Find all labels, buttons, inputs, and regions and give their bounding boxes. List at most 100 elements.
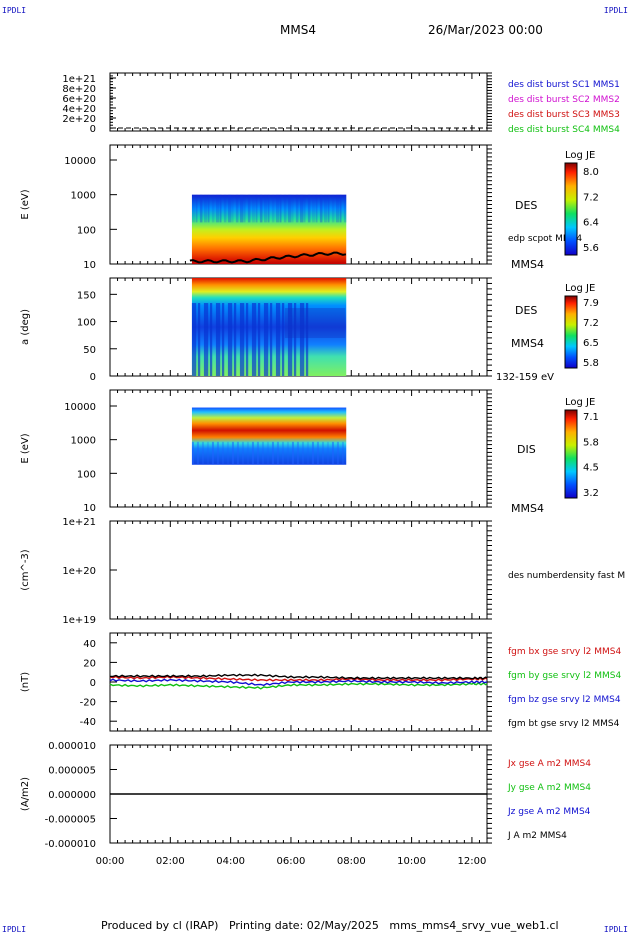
fgm-series-line (109, 675, 488, 682)
spectrogram-texture (287, 194, 292, 223)
spectrogram-texture (243, 194, 246, 223)
colorbar-tick-label: 6.4 (583, 218, 599, 229)
spectrogram-texture (199, 194, 203, 223)
corner-mark-bottom-right: IPDLI (603, 925, 628, 934)
y-tick-label: 6e+20 (62, 94, 96, 105)
y-axis-label: (nT) (20, 672, 31, 692)
spectrogram-texture (327, 194, 330, 223)
spectrogram-texture (211, 194, 215, 223)
spectrogram-texture (323, 194, 328, 223)
dis-energy-spectrogram (191, 407, 347, 465)
instrument-label: DIS (517, 443, 536, 456)
spectrogram-texture (307, 194, 311, 223)
spectrogram-texture (195, 194, 198, 223)
y-tick-label: 10000 (64, 156, 96, 167)
spectrogram-texture (226, 441, 229, 465)
pitch-streak (233, 303, 237, 376)
y-tick-label: -20 (80, 698, 96, 709)
pitch-streak (227, 303, 233, 376)
spectrogram-texture (311, 194, 316, 223)
y-tick-label: 1e+21 (62, 517, 96, 528)
spectrogram-texture (236, 441, 239, 465)
colorbar-tick-label: 3.2 (583, 488, 599, 499)
spectrogram-texture (275, 194, 280, 223)
spectrogram-texture (241, 441, 244, 465)
y-tick-label: 10 (83, 260, 96, 271)
y-tick-label: 1e+19 (62, 615, 96, 626)
y-tick-label: 8e+20 (62, 84, 96, 95)
spectrogram-texture (335, 194, 340, 223)
spectrogram-texture (331, 441, 334, 465)
colorbar-tick-label: 7.2 (583, 318, 599, 329)
colorbar-title: Log JE (565, 397, 595, 408)
x-tick-label: 12:00 (458, 856, 487, 867)
y-tick-label: -0.000010 (45, 839, 96, 850)
legend-entry: fgm bt gse srvy l2 MMS4 (508, 719, 620, 729)
colorbar-title: Log JE (565, 150, 595, 161)
scpot-legend-label: edp scpot MMS4 (508, 234, 582, 244)
spectrogram-texture (291, 194, 294, 223)
footer-credits: Produced by cl (IRAP) Printing date: 02/… (101, 919, 559, 932)
spectrogram-texture (263, 194, 268, 223)
spectrogram-texture (207, 194, 210, 223)
y-tick-label: -0.000005 (45, 815, 96, 826)
y-tick-label: 1000 (71, 191, 96, 202)
colorbar (564, 295, 578, 369)
x-tick-label: 10:00 (397, 856, 426, 867)
spectrogram-texture (191, 194, 196, 223)
colorbar-title: Log JE (565, 283, 595, 294)
fgm-series-line (110, 673, 488, 680)
y-tick-label: 20 (83, 658, 96, 669)
y-tick-label: 0.000005 (48, 766, 96, 777)
colorbar-tick-label: 7.2 (583, 192, 599, 203)
spectrogram-texture (336, 441, 339, 465)
legend-entry: des dist burst SC2 MMS2 (508, 95, 620, 105)
spectrogram-texture (286, 441, 289, 465)
pitch-streak (203, 303, 209, 376)
colorbar (564, 409, 578, 499)
pitch-streak (191, 303, 197, 376)
spectrogram-texture (279, 194, 282, 223)
legend-entry: des dist burst SC4 MMS4 (508, 125, 620, 135)
spectrogram-texture (235, 194, 239, 223)
spectrogram-texture (239, 194, 244, 223)
spectrogram-texture (271, 441, 274, 465)
spectrogram-texture (216, 441, 219, 465)
energy-range-label: 132-159 eV (496, 372, 554, 383)
y-tick-label: 100 (77, 469, 96, 480)
y-tick-label: -40 (80, 717, 96, 728)
spectrogram-texture (221, 441, 224, 465)
date-title: 26/Mar/2023 00:00 (428, 23, 543, 37)
y-tick-label: 10000 (64, 402, 96, 413)
pitch-streak (209, 303, 213, 376)
y-tick-label: 150 (77, 290, 96, 301)
y-tick-label: 0 (90, 678, 96, 689)
scpot-line (189, 251, 347, 264)
spectrogram-texture (223, 194, 227, 223)
spacecraft-title: MMS4 (280, 23, 316, 37)
y-axis-label: (cm^-3) (20, 549, 31, 590)
pitch-streak (263, 303, 269, 376)
corner-mark-bottom-left: IPDLI (2, 925, 27, 934)
pitch-streak (281, 303, 285, 376)
spectrogram-texture (219, 194, 222, 223)
spectrogram-texture (316, 441, 319, 465)
spectrogram-texture (296, 441, 299, 465)
pitch-streak (215, 303, 221, 376)
spectrogram-texture (311, 441, 314, 465)
spectrogram-texture (319, 194, 323, 223)
spectrogram-texture (315, 194, 318, 223)
spectrogram-texture (231, 441, 234, 465)
spectrogram-texture (303, 194, 306, 223)
spectrogram-texture (246, 441, 249, 465)
pitch-streak (257, 303, 261, 376)
spacecraft-label: MMS4 (511, 258, 544, 271)
pitch-streak (221, 303, 225, 376)
fgm-series-line (109, 678, 488, 687)
legend-entry: J A m2 MMS4 (507, 831, 567, 841)
colorbar-tick-label: 7.9 (583, 298, 599, 309)
pitch-streak (245, 303, 249, 376)
spectrogram-texture (247, 194, 251, 223)
pitch-streak (197, 303, 201, 376)
colorbar-tick-label: 6.5 (583, 338, 599, 349)
